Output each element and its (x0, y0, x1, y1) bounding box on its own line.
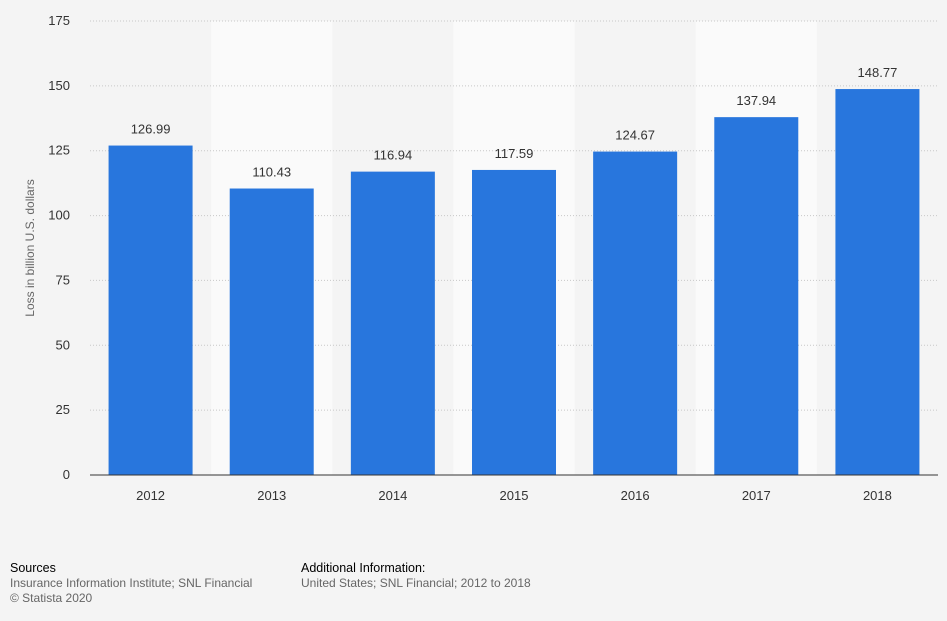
x-tick-label-2015: 2015 (500, 488, 529, 503)
y-tick-label: 100 (48, 208, 70, 223)
y-tick-label: 125 (48, 143, 70, 158)
x-tick-label-2016: 2016 (621, 488, 650, 503)
bar-chart: 0 25 50 75 100 125 150 175 126.99 110.43 116.94 11… (23, 13, 938, 503)
x-tick-label-2017: 2017 (742, 488, 771, 503)
value-label-2014: 116.94 (373, 148, 412, 163)
value-label-2016: 124.67 (615, 128, 655, 143)
additional-info-heading: Additional Information: (301, 561, 426, 575)
value-label-2012: 126.99 (131, 122, 171, 137)
value-label-2015: 117.59 (495, 146, 534, 161)
bar-2014 (350, 171, 435, 476)
x-axis-tick-labels: 2012 2013 2014 2015 2016 2017 2018 (136, 488, 892, 503)
value-labels: 126.99 110.43 116.94 117.59 124.67 137.94 148.… (131, 65, 898, 179)
y-tick-label: 175 (48, 13, 70, 28)
value-label-2013: 110.43 (252, 165, 291, 180)
additional-info-block: Additional Information: United States; S… (301, 561, 531, 591)
bar-2013 (229, 188, 314, 475)
y-tick-label: 25 (56, 402, 70, 417)
bar-2012 (108, 145, 193, 476)
x-tick-label-2014: 2014 (378, 488, 407, 503)
y-tick-label: 0 (63, 467, 70, 482)
sources-text: Insurance Information Institute; SNL Fin… (10, 576, 253, 590)
value-label-2017: 137.94 (736, 93, 776, 108)
bar-2018 (835, 89, 920, 476)
x-tick-label-2012: 2012 (136, 488, 165, 503)
x-tick-label-2018: 2018 (863, 488, 892, 503)
bar-2017 (714, 117, 799, 475)
y-tick-label: 50 (56, 337, 70, 352)
bars (108, 89, 920, 476)
sources-heading: Sources (10, 561, 56, 575)
y-tick-label: 75 (56, 272, 70, 287)
value-label-2018: 148.77 (858, 65, 898, 80)
additional-info-text: United States; SNL Financial; 2012 to 20… (301, 576, 531, 590)
copyright-text: © Statista 2020 (10, 591, 93, 605)
y-tick-label: 150 (48, 78, 70, 93)
bar-2016 (593, 151, 678, 475)
y-axis-label: Loss in billion U.S. dollars (23, 179, 37, 316)
bar-2015 (472, 169, 556, 476)
x-tick-label-2013: 2013 (257, 488, 286, 503)
sources-block: Sources Insurance Information Institute;… (10, 561, 252, 606)
y-axis-tick-labels: 0 25 50 75 100 125 150 175 (48, 13, 70, 482)
